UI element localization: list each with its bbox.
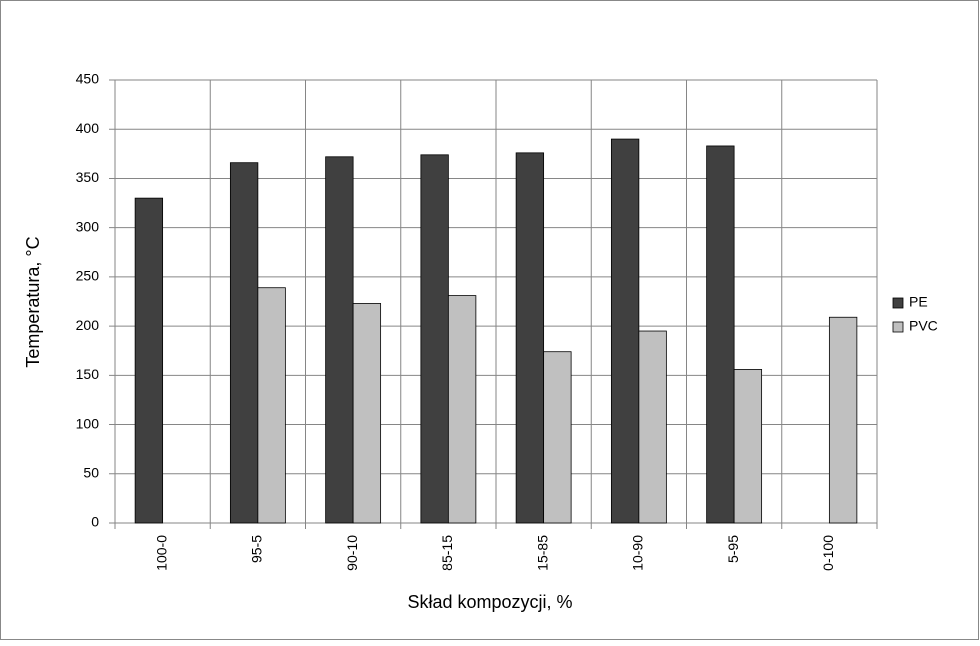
legend-swatch xyxy=(892,297,904,309)
y-tick-label: 450 xyxy=(76,71,100,87)
x-tick-label: 5-95 xyxy=(725,535,741,563)
bar xyxy=(515,152,545,524)
legend-swatch xyxy=(892,321,904,333)
bar xyxy=(828,316,858,524)
x-tick-label: 95-5 xyxy=(249,535,265,563)
bar xyxy=(706,145,735,524)
x-tick-label: 85-15 xyxy=(439,535,455,571)
x-tick-label: 10-90 xyxy=(630,535,646,571)
y-tick-label: 50 xyxy=(83,464,99,480)
x-tick-label: 100-0 xyxy=(153,535,169,571)
y-tick-label: 150 xyxy=(76,366,100,382)
legend-label: PE xyxy=(909,294,928,310)
y-tick-label: 300 xyxy=(76,218,100,234)
x-tick-label: 90-10 xyxy=(344,535,360,571)
bar xyxy=(325,156,354,524)
legend-label: PVC xyxy=(909,318,938,334)
y-tick-label: 0 xyxy=(91,514,99,530)
y-tick-label: 200 xyxy=(76,317,100,333)
bar xyxy=(420,154,449,524)
bar xyxy=(610,138,640,524)
y-axis-title: Temperatura, °C xyxy=(23,236,43,367)
bar xyxy=(447,295,477,524)
bar xyxy=(352,303,382,524)
y-tick-label: 100 xyxy=(76,415,100,431)
bar xyxy=(134,197,164,524)
bar xyxy=(638,330,667,524)
x-axis-title: Skład kompozycji, % xyxy=(407,592,572,612)
bar xyxy=(543,351,572,524)
x-tick-label: 15-85 xyxy=(534,535,550,571)
y-tick-label: 400 xyxy=(76,120,100,136)
y-tick-label: 350 xyxy=(76,169,100,185)
x-tick-label: 0-100 xyxy=(820,535,836,571)
bar xyxy=(229,162,259,524)
y-tick-label: 250 xyxy=(76,268,100,284)
bar xyxy=(257,287,286,524)
bar xyxy=(733,369,763,524)
